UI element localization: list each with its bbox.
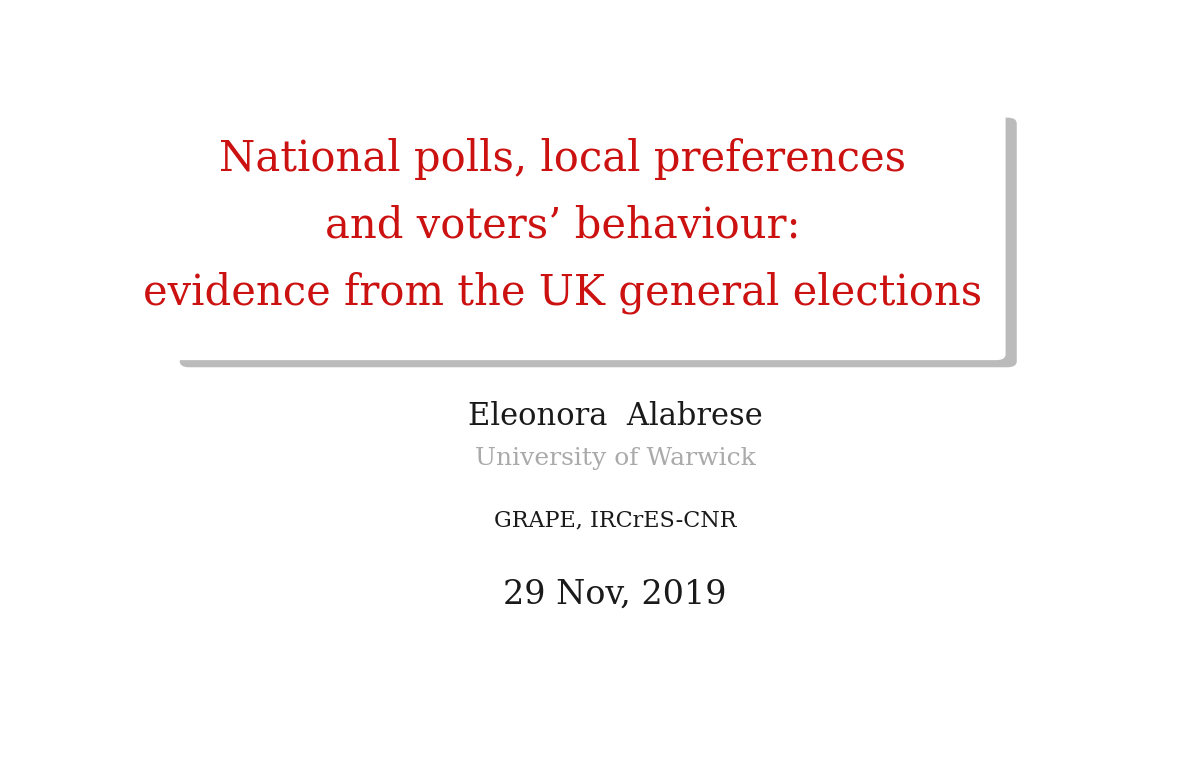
Text: Eleonora  Alabrese: Eleonora Alabrese (468, 401, 762, 432)
Text: and voters’ behaviour:: and voters’ behaviour: (325, 205, 800, 247)
Text: 29 Nov, 2019: 29 Nov, 2019 (503, 579, 727, 611)
FancyBboxPatch shape (180, 117, 1016, 367)
Text: National polls, local preferences: National polls, local preferences (220, 138, 906, 180)
Text: evidence from the UK general elections: evidence from the UK general elections (143, 271, 982, 313)
Text: GRAPE, IRCrES-CNR: GRAPE, IRCrES-CNR (493, 510, 737, 532)
Text: University of Warwick: University of Warwick (474, 447, 756, 469)
FancyBboxPatch shape (168, 110, 1006, 360)
